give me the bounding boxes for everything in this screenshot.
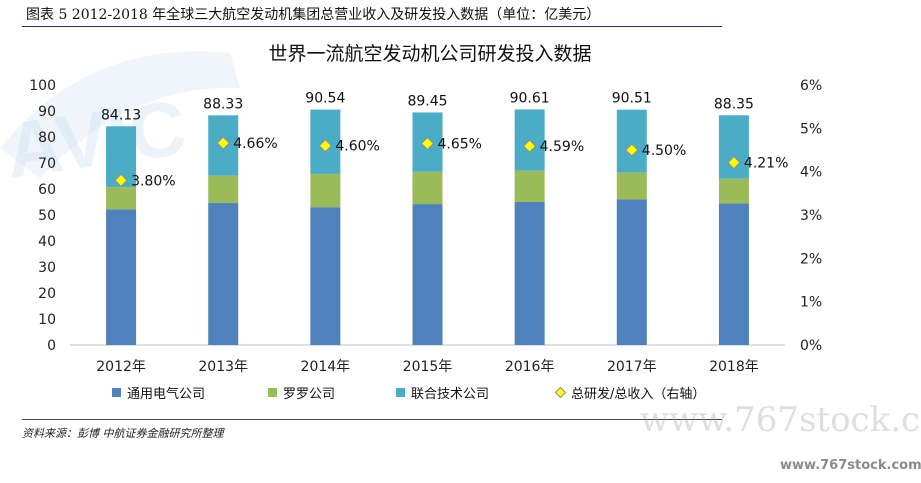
- chart-title: 世界一流航空发动机公司研发投入数据: [268, 43, 591, 65]
- ratio-marker: [727, 155, 741, 170]
- ratio-label: 4.66%: [233, 136, 277, 152]
- ratio-markers: 3.80% 4.66% 4.60% 4.65% 4.59% 4.50% 4.21%: [114, 136, 788, 189]
- bar-segment: [616, 199, 647, 345]
- right-tick-label: 2%: [800, 251, 822, 267]
- top-rule: [22, 26, 722, 27]
- bar-segment: [310, 207, 341, 345]
- legend-label: 罗罗公司: [283, 387, 335, 402]
- total-label: 88.33: [203, 96, 243, 112]
- right-tick-label: 0%: [800, 338, 822, 354]
- category-label: 2018年: [709, 359, 759, 375]
- right-axis: 0% 1% 2% 3% 4% 5% 6%: [800, 78, 822, 354]
- ratio-label: 4.65%: [438, 137, 482, 153]
- right-tick-label: 1%: [800, 295, 822, 311]
- bar-segment: [310, 173, 341, 208]
- left-tick-label: 60: [38, 182, 56, 198]
- legend-swatch: [112, 388, 121, 397]
- total-label: 90.61: [510, 90, 550, 106]
- legend-label: 总研发/总收入（右轴）: [571, 386, 705, 402]
- left-tick-label: 100: [29, 78, 56, 94]
- right-tick-label: 5%: [800, 121, 822, 137]
- ratio-label: 4.21%: [744, 156, 788, 172]
- ratio-label: 4.60%: [335, 139, 379, 155]
- chart: AVIC 世界一流航空发动机公司研发投入数据 01020304050607080…: [0, 43, 822, 402]
- legend-label: 联合技术公司: [411, 387, 489, 402]
- category-label: 2014年: [301, 359, 351, 375]
- bar-segment: [412, 171, 443, 205]
- total-label: 88.35: [714, 96, 754, 112]
- left-tick-label: 30: [38, 260, 56, 276]
- legend: 通用电气公司 罗罗公司 联合技术公司 总研发/总收入（右轴）: [112, 386, 705, 402]
- right-tick-label: 6%: [800, 78, 822, 94]
- total-label: 90.51: [612, 91, 652, 107]
- right-tick-label: 4%: [800, 165, 822, 181]
- ratio-marker: [420, 136, 435, 151]
- bar-segment: [514, 170, 545, 202]
- left-tick-label: 80: [38, 130, 56, 146]
- bar-segment: [718, 203, 749, 345]
- bar-segment: [616, 172, 647, 200]
- legend-swatch: [396, 388, 405, 397]
- category-labels: 2012年 2013年 2014年 2015年 2016年 2017年 2018年: [96, 359, 758, 375]
- ratio-marker: [216, 136, 230, 150]
- total-label: 89.45: [407, 93, 447, 109]
- left-tick-label: 0: [47, 338, 56, 354]
- category-label: 2017年: [607, 359, 657, 375]
- category-label: 2015年: [403, 359, 453, 375]
- bar-segment: [412, 204, 443, 345]
- figure-caption: 图表 5 2012-2018 年全球三大航空发动机集团总营业收入及研发投入数据（…: [26, 7, 601, 23]
- left-tick-label: 20: [38, 286, 56, 302]
- total-labels: 84.13 88.33 90.54 89.45 90.61 90.51 88.35: [101, 90, 754, 123]
- bar-segment: [208, 203, 239, 345]
- watermark-site-small: www.767stock.com: [780, 458, 921, 473]
- ratio-marker: [625, 143, 639, 157]
- source-note: 资料来源：彭博 中航证券金融研究所整理: [22, 427, 224, 440]
- left-tick-label: 40: [38, 234, 56, 250]
- bottom-rule: [22, 419, 722, 420]
- bar-segment: [106, 187, 137, 210]
- left-tick-label: 10: [38, 312, 56, 328]
- bar-segment: [514, 202, 545, 345]
- legend-swatch: [268, 388, 277, 397]
- total-label: 84.13: [101, 107, 141, 123]
- ratio-marker: [318, 138, 333, 153]
- bar-segment: [106, 209, 137, 345]
- ratio-label: 3.80%: [131, 173, 175, 189]
- watermark-site: www.767stock.com: [640, 400, 921, 440]
- left-tick-label: 50: [38, 208, 56, 224]
- legend-label: 通用电气公司: [127, 386, 205, 402]
- ratio-marker: [114, 173, 128, 188]
- legend-marker: [554, 386, 567, 399]
- bar-segment: [208, 175, 239, 204]
- right-tick-label: 3%: [800, 208, 822, 224]
- category-label: 2012年: [96, 359, 146, 375]
- ratio-label: 4.59%: [540, 139, 584, 155]
- left-axis: 0 10 20 30 40 50 60 70 80 90 100: [29, 78, 56, 354]
- left-tick-label: 90: [38, 104, 56, 120]
- bar-segment: [718, 178, 749, 204]
- total-label: 90.54: [305, 91, 345, 107]
- bar-segment: [616, 109, 647, 173]
- category-label: 2016年: [505, 359, 555, 375]
- ratio-label: 4.50%: [642, 143, 686, 159]
- category-label: 2013年: [198, 359, 248, 375]
- bars: [106, 109, 749, 345]
- left-tick-label: 70: [38, 156, 56, 172]
- ratio-marker: [522, 139, 537, 153]
